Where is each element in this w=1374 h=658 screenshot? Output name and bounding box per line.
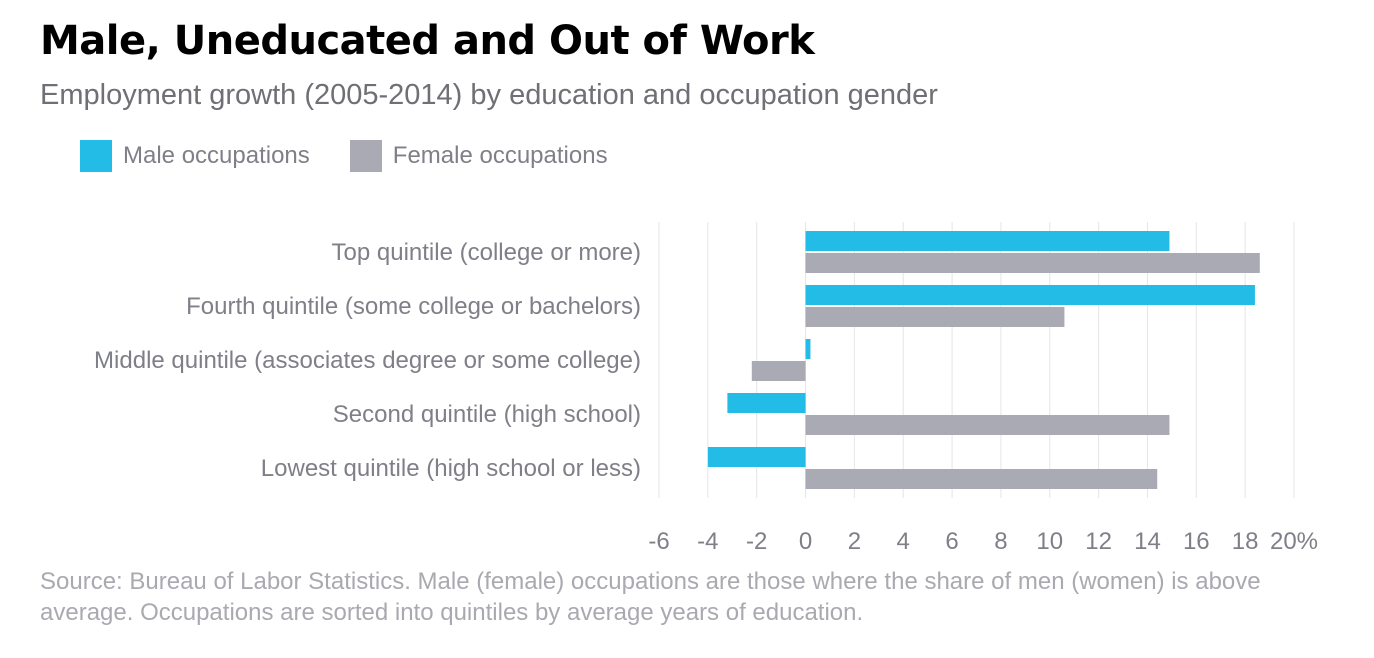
bar-male [805,339,811,359]
legend: Male occupations Female occupations [80,140,648,172]
bar-female [805,469,1158,489]
x-tick-label: 4 [897,528,910,555]
legend-swatch-female [349,140,382,172]
category-label: Fourth quintile (some college or bachelo… [186,293,641,320]
bar-male [707,447,806,467]
bar-female [805,253,1260,273]
legend-item-female: Female occupations [349,140,608,172]
x-tick-label: 18 [1232,528,1259,555]
bar-male [805,231,1170,251]
bar-female [805,415,1170,435]
x-tick-label: -6 [648,528,669,555]
category-label: Second quintile (high school) [333,401,641,428]
x-tick-label: 10 [1036,528,1063,555]
category-label: Top quintile (college or more) [332,239,641,266]
x-tick-label: 2 [848,528,861,555]
chart-title: Male, Uneducated and Out of Work [40,18,815,64]
legend-label-male: Male occupations [123,142,310,169]
category-label: Lowest quintile (high school or less) [261,455,641,482]
bar-female [751,361,806,381]
source-note: Source: Bureau of Labor Statistics. Male… [40,568,1261,626]
x-tick-label: -2 [746,528,767,555]
category-label: Middle quintile (associates degree or so… [94,347,641,374]
x-tick-label: 20% [1270,528,1318,555]
x-tick-label: 16 [1183,528,1210,555]
x-tick-label: 8 [994,528,1007,555]
chart-subtitle: Employment growth (2005-2014) by educati… [40,79,938,111]
bar-female [805,307,1065,327]
x-tick-label: 0 [799,528,812,555]
bar-male [727,393,806,413]
legend-swatch-male [80,140,112,172]
x-tick-label: 6 [945,528,958,555]
x-tick-label: -4 [697,528,718,555]
bar-male [805,285,1255,305]
legend-item-male: Male occupations [80,140,310,172]
x-tick-label: 14 [1134,528,1161,555]
legend-label-female: Female occupations [392,142,608,169]
x-tick-label: 12 [1085,528,1112,555]
